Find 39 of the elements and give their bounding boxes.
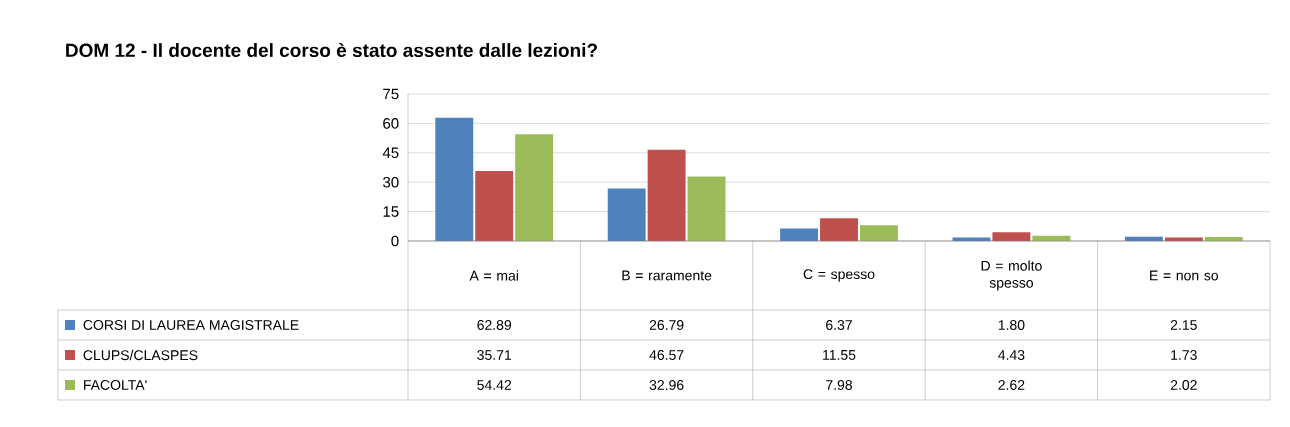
bar	[647, 149, 686, 241]
bar	[435, 117, 474, 241]
bar	[475, 171, 514, 241]
data-label: 7.98	[826, 380, 853, 390]
data-label: 1.73	[1171, 350, 1197, 360]
bar	[687, 176, 726, 241]
x-tick-label: B = raramente	[622, 270, 712, 281]
bar	[859, 225, 898, 241]
data-label: 26.79	[649, 320, 684, 330]
data-label: 54.42	[477, 380, 512, 390]
data-label: 1.80	[998, 320, 1025, 330]
y-tick-label: 15	[383, 206, 399, 217]
x-tick-label: A = mai	[469, 270, 518, 281]
data-label: 2.15	[1170, 320, 1197, 330]
data-label: 35.71	[477, 350, 512, 360]
legend-label: FACOLTA'	[84, 380, 147, 390]
bar	[820, 218, 858, 241]
legend-label: CORSI DI LAUREA MAGISTRALE	[83, 320, 299, 330]
data-label: 4.43	[998, 350, 1025, 360]
y-tick-label: 75	[383, 88, 399, 100]
y-tick-label: 30	[383, 176, 399, 188]
y-tick-label: 45	[382, 147, 399, 159]
legend-label: CLUPS/CLASPES	[83, 349, 198, 361]
y-tick-label: 60	[383, 118, 399, 129]
data-label: 32.96	[649, 380, 684, 390]
chart-title: DOM 12 - Il docente del corso è stato assente dalle lezioni?	[66, 42, 597, 58]
data-label: 11.55	[823, 350, 856, 360]
x-tick-label: E = non so	[1150, 270, 1219, 281]
data-label: 2.62	[998, 380, 1025, 390]
bar	[515, 134, 554, 241]
bar	[607, 188, 646, 241]
x-tick-label: C = spesso	[803, 269, 875, 282]
data-label: 62.89	[477, 320, 512, 330]
data-label: 46.57	[649, 350, 684, 360]
y-tick-label: 0	[391, 235, 399, 247]
data-label: 6.37	[826, 320, 852, 330]
bar	[992, 232, 1031, 241]
x-tick-label: D = molto spesso	[981, 260, 1042, 291]
data-label: 2.02	[1170, 380, 1197, 390]
